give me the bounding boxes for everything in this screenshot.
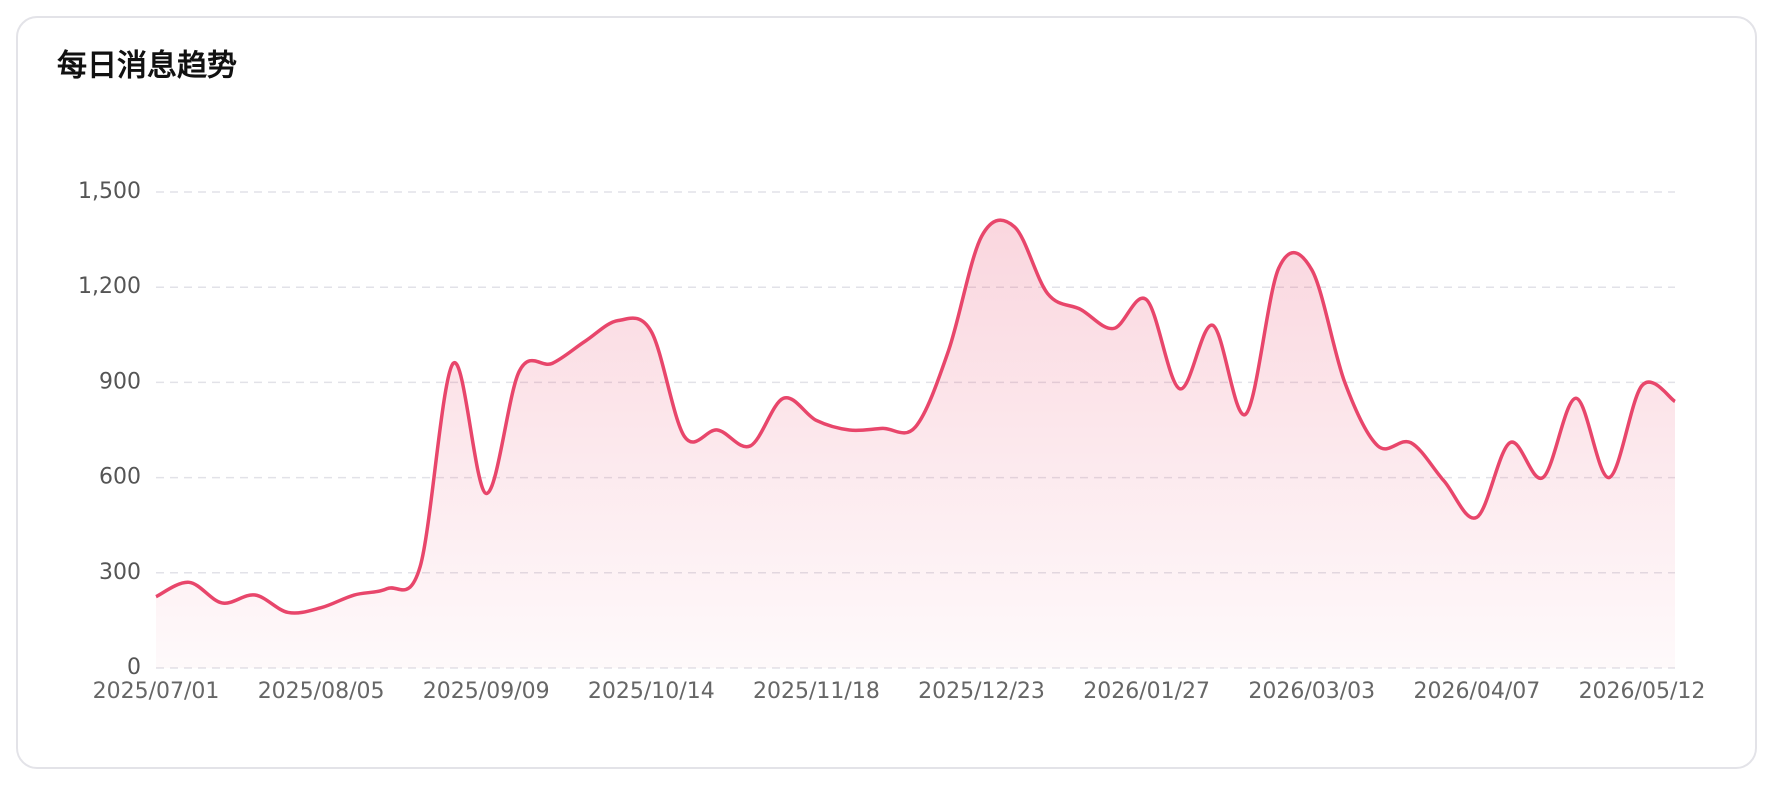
y-tick-label: 1,200 xyxy=(78,274,141,299)
x-tick-label: 2025/12/23 xyxy=(918,679,1045,704)
x-tick-label: 2025/07/01 xyxy=(93,679,220,704)
x-tick-label: 2026/01/27 xyxy=(1083,679,1210,704)
line xyxy=(155,218,1677,615)
y-tick-label: 900 xyxy=(99,369,141,394)
x-tick-label: 2025/08/05 xyxy=(258,679,385,704)
y-tick-label: 0 xyxy=(127,655,141,680)
x-tick-label: 2026/05/12 xyxy=(1579,679,1706,704)
x-tick-label: 2025/10/14 xyxy=(588,679,715,704)
x-tick-label: 2026/03/03 xyxy=(1248,679,1375,704)
area xyxy=(156,220,1675,668)
y-tick-label: 1,500 xyxy=(78,179,141,204)
y-tick-label: 600 xyxy=(99,465,141,490)
chart-title: 每日消息趋势 xyxy=(57,49,237,84)
x-tick-label: 2026/04/07 xyxy=(1413,679,1540,704)
y-tick-label: 300 xyxy=(99,560,141,585)
x-tick-label: 2025/11/18 xyxy=(753,679,880,704)
x-tick-label: 2025/09/09 xyxy=(423,679,550,704)
